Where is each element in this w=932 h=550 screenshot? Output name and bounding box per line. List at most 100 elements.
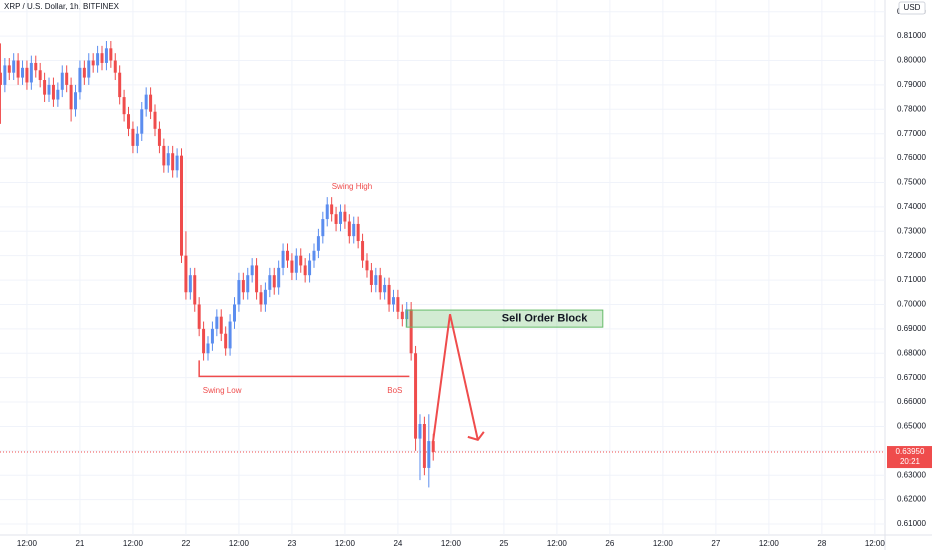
candle-body bbox=[374, 275, 378, 285]
x-tick-label: 12:00 bbox=[123, 539, 144, 548]
candle-body bbox=[259, 292, 263, 305]
candle-body bbox=[241, 280, 245, 293]
candle-body bbox=[193, 275, 197, 305]
candle-body bbox=[175, 155, 179, 171]
candle-body bbox=[299, 255, 303, 266]
candle-body bbox=[268, 275, 272, 290]
candle-body bbox=[352, 223, 356, 237]
x-tick-label: 12:00 bbox=[17, 539, 38, 548]
x-tick-label: 21 bbox=[75, 539, 84, 548]
candle-body bbox=[285, 250, 289, 261]
candle-body bbox=[96, 53, 100, 66]
y-tick-label: 0.77000 bbox=[897, 129, 926, 138]
candle-body bbox=[369, 270, 373, 285]
candle-body bbox=[396, 297, 400, 312]
candle-body bbox=[338, 211, 342, 224]
candle-body bbox=[113, 60, 117, 73]
candle-body bbox=[246, 275, 250, 293]
candle-body bbox=[87, 60, 91, 78]
y-tick-label: 0.62000 bbox=[897, 495, 926, 504]
candle-body bbox=[316, 236, 320, 251]
candle-body bbox=[25, 67, 29, 83]
candle-body bbox=[157, 128, 161, 146]
candle-body bbox=[166, 153, 170, 166]
candle-body bbox=[131, 128, 135, 146]
candle-body bbox=[149, 94, 153, 112]
order-block-label: Sell Order Block bbox=[502, 313, 588, 325]
countdown-label: 20:21 bbox=[900, 457, 921, 466]
candle-body bbox=[427, 441, 431, 468]
arrow-head bbox=[467, 431, 485, 442]
candle-body bbox=[365, 260, 369, 271]
candle-body bbox=[224, 333, 228, 349]
candle-body bbox=[197, 304, 201, 329]
y-tick-label: 0.66000 bbox=[897, 397, 926, 406]
candle-body bbox=[202, 328, 206, 354]
candle-body bbox=[43, 80, 47, 95]
candle-body bbox=[334, 214, 338, 224]
x-tick-label: 24 bbox=[393, 539, 402, 548]
candle-body bbox=[104, 48, 108, 63]
candle-body bbox=[38, 70, 42, 81]
break-line bbox=[198, 360, 410, 378]
candle-body bbox=[228, 321, 232, 349]
y-tick-label: 0.74000 bbox=[897, 202, 926, 211]
arrow bbox=[431, 314, 479, 444]
candle-body bbox=[188, 275, 192, 293]
candle-body bbox=[422, 423, 426, 468]
candle-body bbox=[219, 316, 223, 334]
y-tick-label: 0.73000 bbox=[897, 226, 926, 235]
currency-label: USD bbox=[904, 3, 921, 12]
candle-body bbox=[16, 60, 20, 78]
candle-body bbox=[308, 260, 312, 276]
order-block bbox=[405, 309, 604, 328]
price-label-box bbox=[887, 446, 932, 469]
candle-body bbox=[78, 67, 82, 93]
candle-body bbox=[321, 219, 325, 237]
candle-body bbox=[140, 109, 144, 134]
candle-body bbox=[290, 260, 294, 273]
candle-body bbox=[118, 72, 122, 98]
candle-body bbox=[378, 275, 382, 293]
candle-body bbox=[330, 204, 334, 215]
candle-body bbox=[21, 67, 25, 78]
candle-body bbox=[431, 441, 435, 453]
x-tick-label: 12:00 bbox=[229, 539, 250, 548]
annotation-label: Swing Low bbox=[203, 386, 242, 395]
y-tick-label: 0.80000 bbox=[897, 56, 926, 65]
y-tick-label: 0.71000 bbox=[897, 275, 926, 284]
candle-body bbox=[414, 353, 418, 439]
x-tick-label: 26 bbox=[605, 539, 614, 548]
candle-body bbox=[144, 94, 148, 110]
currency-box bbox=[898, 1, 926, 15]
candle-body bbox=[60, 72, 64, 90]
y-tick-label: 0.70000 bbox=[897, 300, 926, 309]
candle-body bbox=[250, 265, 254, 276]
candle-body bbox=[206, 343, 210, 354]
candle-body bbox=[51, 84, 55, 100]
candle-body bbox=[29, 62, 33, 83]
candle-body bbox=[361, 241, 365, 261]
candle-body bbox=[153, 111, 157, 129]
candle-body bbox=[277, 267, 281, 288]
x-tick-label: 12:00 bbox=[547, 539, 568, 548]
candle-body bbox=[272, 275, 276, 288]
y-tick-label: 0.67000 bbox=[897, 373, 926, 382]
candle-body bbox=[180, 155, 184, 256]
chart-title: XRP / U.S. Dollar, 1h, BITFINEX bbox=[4, 2, 120, 11]
candle-body bbox=[122, 97, 126, 115]
y-tick-label: 0.81000 bbox=[897, 31, 926, 40]
candle-body bbox=[12, 60, 16, 73]
candle-body bbox=[47, 84, 51, 95]
candle-body bbox=[387, 284, 391, 305]
candle-body bbox=[69, 84, 73, 110]
x-tick-label: 28 bbox=[817, 539, 826, 548]
x-tick-label: 12:00 bbox=[865, 539, 886, 548]
y-tick-label: 0.68000 bbox=[897, 348, 926, 357]
candle-body bbox=[0, 72, 2, 85]
candle-body bbox=[65, 72, 69, 85]
candle-body bbox=[109, 48, 113, 61]
y-tick-label: 0.69000 bbox=[897, 324, 926, 333]
